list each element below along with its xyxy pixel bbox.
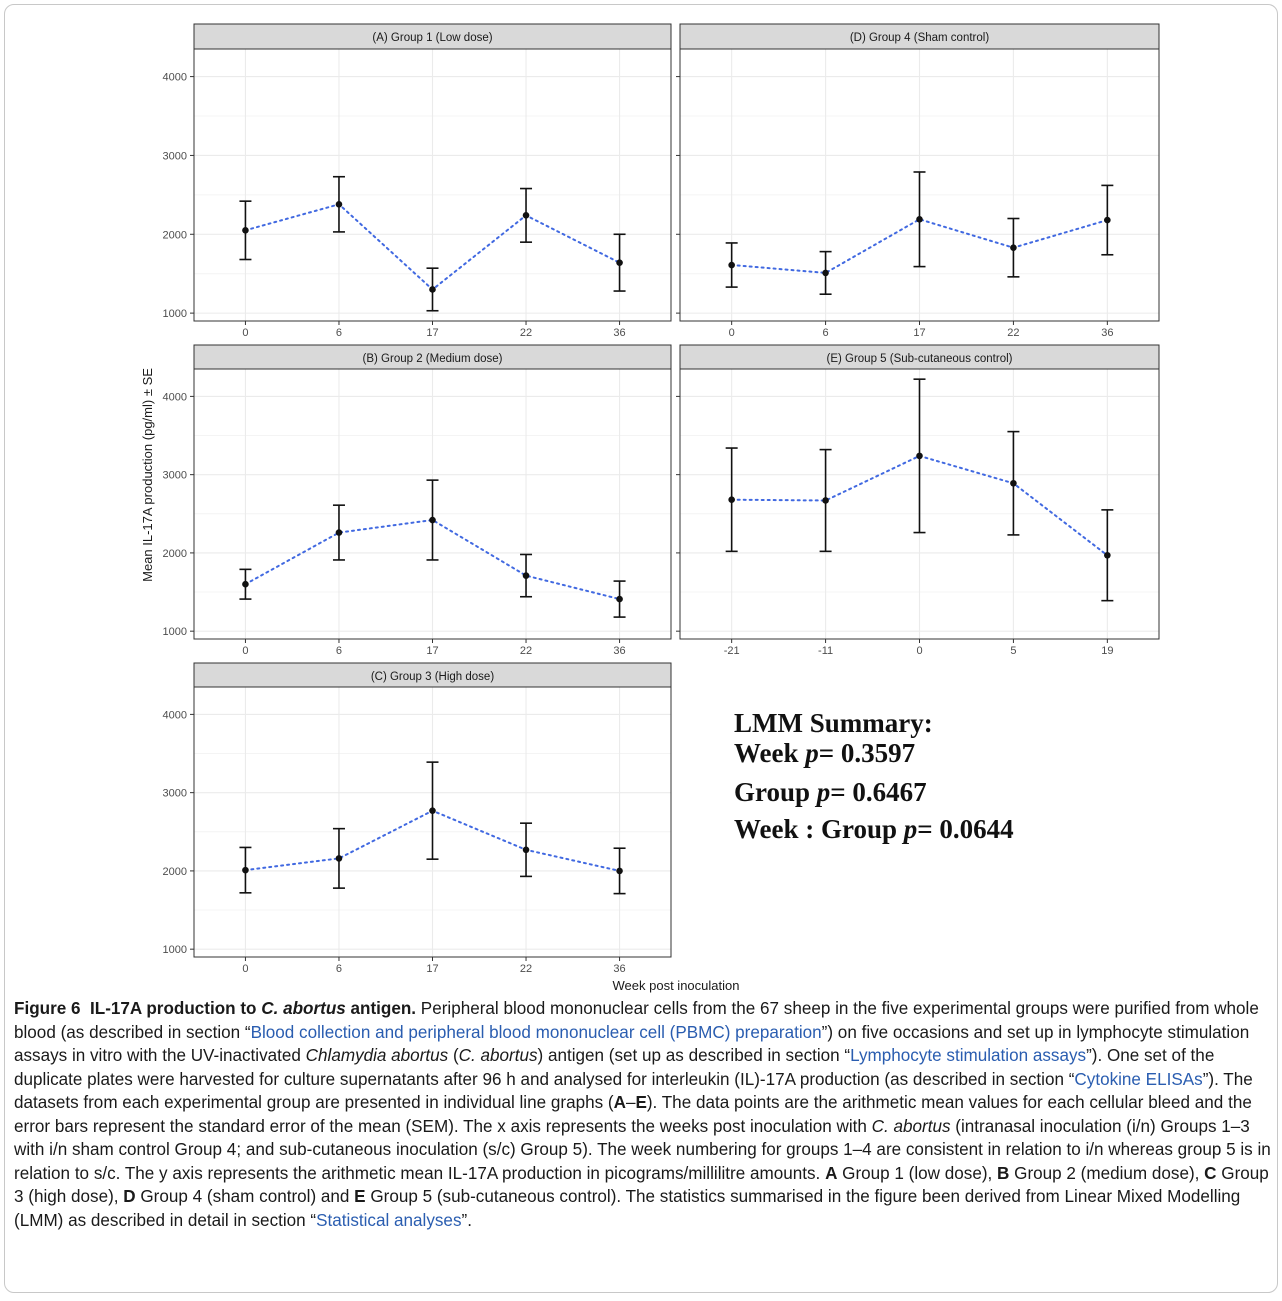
figure-caption: Figure 6 IL-17A production to C. abortus… [14,999,1271,1230]
x-tick-label: 22 [520,963,532,975]
y-tick-label: 3000 [163,150,187,162]
x-tick-label: 17 [426,963,438,975]
panel-border [679,48,1160,322]
y-tick-label: 3000 [163,788,187,800]
series-line [244,518,621,601]
panel-border [679,368,1160,640]
panel-strip [679,344,1160,371]
data-point [1104,551,1111,559]
y-tick-label: 1000 [163,944,187,956]
x-tick-label: 0 [916,645,922,657]
caption-figure-number: Figure 6 [14,999,81,1018]
x-tick-label: 17 [426,645,438,657]
x-tick-label: 6 [336,645,342,657]
panel-strip [193,344,672,371]
x-tick-label: 0 [242,645,248,657]
data-point [1010,479,1017,487]
y-tick-label: 2000 [163,548,187,560]
y-tick-label: 4000 [163,72,187,84]
x-tick-label: 6 [336,963,342,975]
panel-e: (E) Group 5 (Sub-cutaneous control) -21 -1… [676,344,1160,657]
y-tick-label: 1000 [163,308,187,320]
data-point [728,261,735,269]
y-tick-label: 2000 [163,866,187,878]
data-point [728,496,735,503]
data-point [335,201,343,208]
data-point [522,846,530,854]
panel-title: (A) Group 1 (Low dose) [372,32,492,44]
data-point [1104,216,1111,224]
x-tick-label: 0 [242,327,248,339]
y-tick-label: 2000 [163,229,187,241]
data-point [335,529,343,536]
data-point [616,867,623,875]
lmm-line-week: Week p= 0.3597 [734,738,915,768]
data-point [916,452,923,460]
data-point [242,580,249,588]
lmm-line-interaction: Week : Group p= 0.0644 [734,814,1014,844]
x-tick-label: 17 [426,327,438,339]
data-point [822,497,829,504]
x-tick-label: 36 [613,963,625,975]
y-tick-label: 1000 [163,626,187,638]
x-tick-label: -21 [724,645,740,657]
x-axis-label: Week post inoculation [613,978,740,993]
x-tick-label: 0 [729,327,735,339]
series-line [730,218,1109,274]
panel-title: (C) Group 3 (High dose) [371,671,495,683]
lmm-summary: LMM Summary: Week p= 0.3597 Group p= 0.6… [734,708,1014,844]
link-lymphocyte-section[interactable]: Lymphocyte stimulation assays [850,1046,1087,1065]
panel-d: (D) Group 4 (Sham control) 0 6 17 22 36 [676,23,1160,339]
x-tick-label: 22 [520,327,532,339]
x-tick-label: 22 [1007,327,1019,339]
figure-frame [4,4,1278,1293]
data-point [429,286,436,293]
panel-strip [679,23,1160,50]
x-tick-label: -11 [818,645,833,657]
x-tick-label: 5 [1010,645,1016,657]
x-tick-label: 36 [1101,327,1113,339]
panel-border [193,368,672,640]
x-tick-label: 22 [520,645,532,657]
x-tick-label: 17 [913,327,925,339]
figure-panels: Mean IL-17A production (pg/ml) ± SE Week… [140,23,1160,993]
data-point [522,572,530,579]
y-tick-label: 4000 [163,391,187,403]
data-point [822,269,829,277]
data-point [429,807,436,814]
panel-border [193,48,672,322]
link-pbmc-section[interactable]: Blood collection and peripheral blood mo… [250,1022,822,1042]
x-tick-label: 6 [823,327,829,339]
link-statistics-section[interactable]: Statistical analyses [316,1210,462,1230]
panel-border [193,686,672,958]
lmm-summary-title: LMM Summary: [734,708,933,738]
data-point [1010,244,1017,251]
y-tick-label: 3000 [163,470,187,482]
data-point [522,212,530,219]
panel-title: (E) Group 5 (Sub-cutaneous control) [826,353,1012,365]
panel-title: (B) Group 2 (Medium dose) [363,353,503,365]
data-point [335,855,343,862]
x-tick-label: 36 [613,645,625,657]
data-point [616,259,623,266]
caption-title: IL-17A production to C. abortus antigen. [90,999,417,1018]
data-point [242,227,249,234]
panel-a: (A) Group 1 (Low dose) 1000 2000 3000 4000 0 6… [163,23,672,339]
data-point [242,866,249,874]
panel-title: (D) Group 4 (Sham control) [850,32,989,44]
x-tick-label: 19 [1101,645,1113,657]
x-tick-label: 6 [336,327,342,339]
data-point [429,516,436,524]
data-point [616,595,623,603]
panel-b: (B) Group 2 (Medium dose) 1000 2000 3000 400… [163,344,672,657]
panel-c: (C) Group 3 (High dose) 1000 2000 3000 4000 0… [163,662,672,975]
panel-strip [193,662,672,689]
y-tick-label: 4000 [163,709,187,721]
x-tick-label: 0 [242,963,248,975]
data-point [916,215,923,223]
y-axis-label: Mean IL-17A production (pg/ml) ± SE [140,368,155,582]
link-elisa-section[interactable]: Cytokine ELISAs [1074,1069,1203,1089]
x-tick-label: 36 [613,327,625,339]
lmm-line-group: Group p= 0.6467 [734,777,927,807]
